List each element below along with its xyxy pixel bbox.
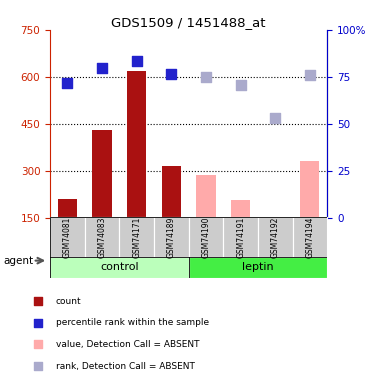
Point [35, 320, 41, 326]
Bar [85, 217, 119, 256]
Text: leptin: leptin [242, 262, 274, 272]
Bar [127, 70, 146, 217]
Point [64, 80, 70, 86]
Title: GDS1509 / 1451488_at: GDS1509 / 1451488_at [111, 16, 266, 29]
Point [35, 298, 41, 304]
Bar [58, 199, 77, 217]
Text: GSM74190: GSM74190 [201, 216, 211, 258]
Bar [196, 176, 216, 217]
Bar [50, 256, 189, 278]
Bar [154, 217, 189, 256]
Text: GSM74191: GSM74191 [236, 216, 245, 258]
Text: GSM74171: GSM74171 [132, 216, 141, 258]
Point [35, 363, 41, 369]
Bar [223, 217, 258, 256]
Point [238, 82, 244, 88]
Text: GSM74189: GSM74189 [167, 216, 176, 258]
Bar [189, 217, 223, 256]
Text: percentile rank within the sample: percentile rank within the sample [55, 318, 209, 327]
Text: rank, Detection Call = ABSENT: rank, Detection Call = ABSENT [55, 362, 194, 370]
Point [272, 114, 278, 120]
Text: value, Detection Call = ABSENT: value, Detection Call = ABSENT [55, 340, 199, 349]
Text: agent: agent [4, 256, 34, 266]
Point [203, 74, 209, 80]
Point [99, 64, 105, 70]
Bar [92, 130, 112, 218]
Point [307, 72, 313, 78]
Bar [162, 166, 181, 218]
Bar [300, 161, 320, 218]
Bar [258, 217, 293, 256]
Text: GSM74083: GSM74083 [97, 216, 107, 258]
Text: GSM74081: GSM74081 [63, 216, 72, 258]
Text: GSM74194: GSM74194 [305, 216, 315, 258]
Bar [231, 200, 250, 217]
Bar [189, 256, 327, 278]
Text: control: control [100, 262, 139, 272]
Point [168, 71, 174, 77]
Text: GSM74192: GSM74192 [271, 216, 280, 258]
Text: count: count [55, 297, 81, 306]
Bar [119, 217, 154, 256]
Bar [50, 217, 85, 256]
Point [134, 58, 140, 64]
Bar [293, 217, 327, 256]
Point [35, 341, 41, 347]
